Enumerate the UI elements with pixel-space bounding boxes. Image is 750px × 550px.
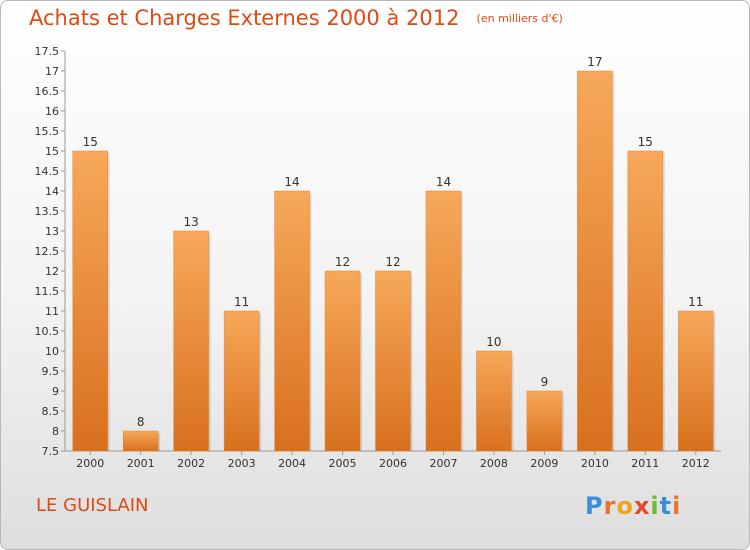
commune-name: LE GUISLAIN	[36, 495, 149, 516]
x-tick-label: 2006	[379, 457, 407, 470]
bar	[375, 270, 411, 452]
x-tick-label: 2008	[480, 457, 508, 470]
data-label: 9	[541, 375, 549, 389]
x-tick-label: 2009	[530, 457, 558, 470]
logo-letter: x	[633, 492, 651, 520]
y-tick-label: 17.5	[35, 45, 60, 58]
y-tick-label: 9	[52, 385, 59, 398]
bar	[274, 190, 310, 452]
chart-title: Achats et Charges Externes 2000 à 2012	[29, 6, 460, 30]
bar	[526, 390, 563, 452]
data-label: 14	[436, 175, 451, 189]
x-tick-label: 2011	[631, 457, 659, 470]
data-label: 12	[385, 255, 400, 269]
bar	[173, 230, 209, 452]
bar	[223, 310, 260, 452]
bar	[678, 310, 714, 452]
data-label: 8	[137, 415, 145, 429]
y-tick-label: 16	[45, 105, 59, 118]
y-tick-label: 13.5	[35, 205, 60, 218]
logo-letter: i	[650, 492, 660, 520]
y-tick-label: 15.5	[35, 125, 60, 138]
data-label: 11	[234, 295, 249, 309]
data-label: 11	[688, 295, 703, 309]
x-tick-label: 2012	[682, 457, 710, 470]
x-tick-label: 2004	[278, 457, 306, 470]
bar	[324, 270, 361, 452]
y-tick-label: 7.5	[42, 445, 60, 458]
bar	[425, 190, 462, 452]
chart-axes: 7.5 8 8.5 9 9.5 10 10.5 11 11.5 12 12.5 13 13.5 14 14.…	[35, 45, 721, 470]
x-tick-label: 2010	[581, 457, 609, 470]
bar	[122, 430, 159, 452]
x-tick-label: 2002	[177, 457, 205, 470]
y-tick-label: 9.5	[42, 365, 60, 378]
logo-letter: o	[616, 492, 634, 520]
y-tick-label: 8	[52, 425, 59, 438]
x-tick-label: 2003	[228, 457, 256, 470]
data-label: 13	[184, 215, 199, 229]
x-tick-label: 2000	[76, 457, 104, 470]
x-tick-label: 2007	[429, 457, 457, 470]
y-tick-label: 14.5	[35, 165, 60, 178]
y-tick-label: 12.5	[35, 245, 60, 258]
logo-letter: t	[659, 492, 673, 520]
data-label: 15	[83, 135, 98, 149]
data-labels: 15 8 13 11 14 12 12 14 10 9 17 15 11	[83, 55, 704, 429]
y-tick-label: 12	[45, 265, 59, 278]
data-label: 12	[335, 255, 350, 269]
x-tick-label: 2001	[127, 457, 155, 470]
y-tick-label: 11	[45, 305, 59, 318]
chart-subtitle: (en milliers d'€)	[476, 12, 563, 25]
y-tick-label: 16.5	[35, 85, 60, 98]
y-tick-label: 11.5	[35, 285, 60, 298]
title-row: Achats et Charges Externes 2000 à 2012 (…	[29, 6, 563, 30]
y-tick-label: 15	[45, 145, 59, 158]
bar	[476, 350, 512, 452]
proxiti-logo: Proxiti	[585, 492, 681, 520]
logo-letter: r	[603, 492, 617, 520]
data-label: 14	[284, 175, 299, 189]
bar	[577, 70, 613, 452]
y-tick-label: 13	[45, 225, 59, 238]
y-tick-label: 10	[45, 345, 59, 358]
y-tick-label: 17	[45, 65, 59, 78]
data-label: 10	[486, 335, 501, 349]
logo-letter: i	[672, 492, 682, 520]
x-tick-label: 2005	[329, 457, 357, 470]
y-tick-label: 8.5	[42, 405, 60, 418]
y-tick-label: 14	[45, 185, 59, 198]
bar-series	[72, 70, 716, 452]
y-tick-label: 10.5	[35, 325, 60, 338]
data-label: 15	[638, 135, 653, 149]
logo-letter: P	[585, 492, 604, 520]
bar	[627, 150, 664, 452]
bar	[72, 150, 108, 452]
data-label: 17	[587, 55, 602, 69]
